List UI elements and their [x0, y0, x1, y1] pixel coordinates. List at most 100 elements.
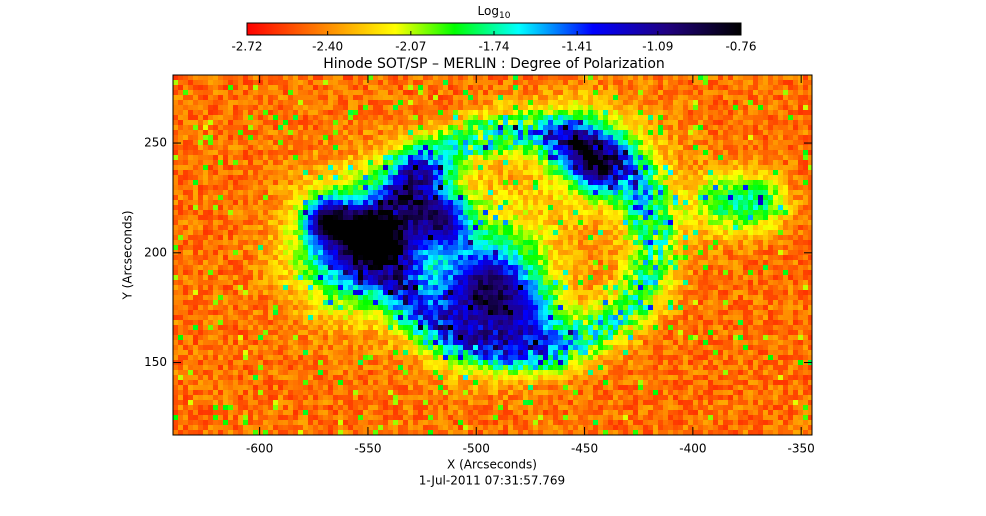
map-cell	[698, 185, 703, 190]
map-cell	[728, 130, 733, 135]
map-cell	[373, 95, 378, 100]
map-cell	[383, 205, 388, 210]
map-cell	[713, 165, 718, 170]
map-cell	[468, 160, 473, 165]
map-cell	[583, 80, 588, 85]
map-cell	[633, 255, 638, 260]
map-cell	[273, 245, 278, 250]
map-cell	[708, 265, 713, 270]
map-cell	[608, 185, 613, 190]
map-cell	[538, 90, 543, 95]
map-cell	[793, 205, 798, 210]
map-cell	[233, 130, 238, 135]
map-cell	[223, 105, 228, 110]
map-cell	[738, 175, 743, 180]
map-cell	[563, 165, 568, 170]
map-cell	[713, 155, 718, 160]
map-cell	[343, 245, 348, 250]
map-cell	[628, 255, 633, 260]
map-cell	[378, 260, 383, 265]
map-cell	[368, 150, 373, 155]
map-cell	[538, 230, 543, 235]
map-cell	[663, 115, 668, 120]
map-cell	[658, 180, 663, 185]
map-cell	[333, 185, 338, 190]
map-cell	[483, 155, 488, 160]
map-cell	[323, 250, 328, 255]
map-cell	[173, 105, 178, 110]
map-cell	[603, 230, 608, 235]
map-cell	[283, 135, 288, 140]
map-cell	[693, 115, 698, 120]
map-cell	[228, 115, 233, 120]
map-cell	[438, 200, 443, 205]
map-cell	[478, 140, 483, 145]
map-cell	[708, 125, 713, 130]
map-cell	[458, 90, 463, 95]
map-cell	[708, 175, 713, 180]
map-cell	[723, 135, 728, 140]
map-cell	[518, 265, 523, 270]
map-cell	[593, 145, 598, 150]
map-cell	[773, 75, 778, 80]
map-cell	[618, 235, 623, 240]
map-cell	[613, 130, 618, 135]
map-cell	[438, 160, 443, 165]
map-cell	[328, 180, 333, 185]
map-cell	[728, 115, 733, 120]
map-cell	[198, 255, 203, 260]
map-cell	[173, 115, 178, 120]
map-cell	[703, 235, 708, 240]
map-cell	[593, 130, 598, 135]
map-cell	[518, 260, 523, 265]
map-cell	[423, 150, 428, 155]
map-cell	[383, 160, 388, 165]
map-cell	[423, 170, 428, 175]
map-cell	[213, 255, 218, 260]
map-cell	[228, 165, 233, 170]
map-cell	[683, 175, 688, 180]
map-cell	[473, 80, 478, 85]
map-cell	[638, 260, 643, 265]
map-cell	[398, 150, 403, 155]
map-cell	[308, 80, 313, 85]
map-cell	[383, 115, 388, 120]
map-cell	[213, 135, 218, 140]
map-cell	[783, 245, 788, 250]
map-cell	[198, 165, 203, 170]
map-cell	[373, 195, 378, 200]
map-cell	[733, 175, 738, 180]
map-cell	[578, 170, 583, 175]
map-cell	[703, 250, 708, 255]
map-cell	[383, 135, 388, 140]
map-cell	[788, 195, 793, 200]
map-cell	[668, 200, 673, 205]
map-cell	[373, 180, 378, 185]
map-cell	[693, 250, 698, 255]
map-cell	[728, 90, 733, 95]
map-cell	[308, 100, 313, 105]
map-cell	[223, 90, 228, 95]
map-cell	[623, 180, 628, 185]
map-cell	[223, 110, 228, 115]
map-cell	[418, 200, 423, 205]
map-cell	[228, 190, 233, 195]
map-cell	[653, 170, 658, 175]
map-cell	[253, 155, 258, 160]
map-cell	[393, 260, 398, 265]
map-cell	[743, 120, 748, 125]
map-cell	[308, 255, 313, 260]
colorbar-label: Log10	[478, 4, 511, 21]
map-cell	[628, 180, 633, 185]
map-cell	[263, 230, 268, 235]
map-cell	[338, 250, 343, 255]
map-cell	[173, 200, 178, 205]
map-cell	[768, 95, 773, 100]
map-cell	[528, 170, 533, 175]
map-cell	[598, 220, 603, 225]
map-cell	[543, 80, 548, 85]
map-cell	[548, 155, 553, 160]
map-cell	[343, 160, 348, 165]
map-cell	[803, 235, 808, 240]
